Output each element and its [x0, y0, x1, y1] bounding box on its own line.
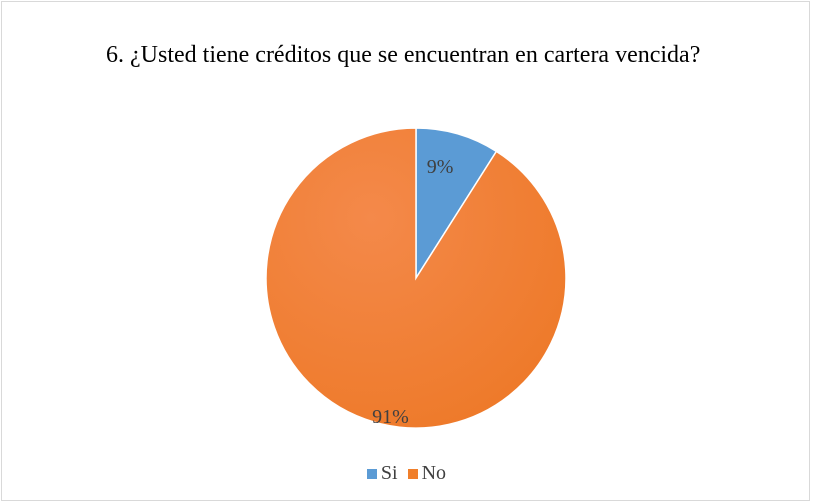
chart-title: 6. ¿Usted tiene créditos que se encuentr…: [106, 42, 701, 68]
legend-item-si: Si: [366, 462, 398, 485]
chart-legend: Si No: [0, 462, 813, 485]
legend-swatch-si: [366, 468, 377, 479]
legend-label-si: Si: [380, 462, 398, 484]
legend-item-no: No: [407, 462, 447, 485]
pie-slice-no: [265, 127, 567, 429]
legend-label-no: No: [421, 462, 447, 484]
data-label-no: 91%: [372, 406, 409, 428]
legend-swatch-no: [407, 468, 418, 479]
data-label-si: 9%: [427, 156, 454, 178]
pie-slice-si: [415, 127, 498, 281]
